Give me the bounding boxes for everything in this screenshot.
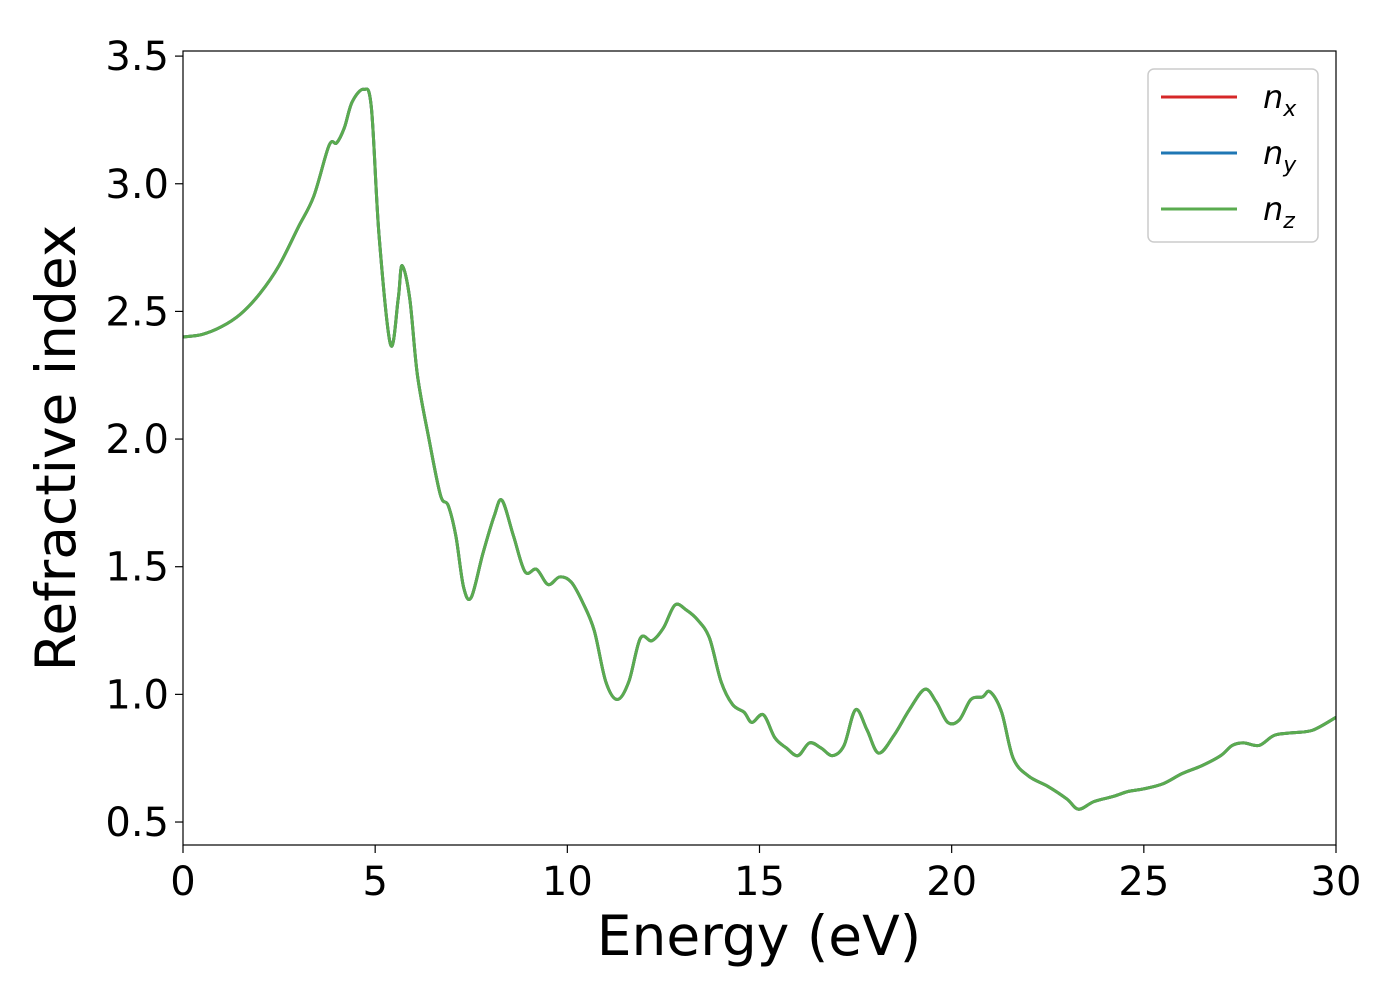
y-tick-label: 3.0: [105, 162, 169, 208]
legend-box: [1147, 68, 1319, 243]
plot-area: [183, 87, 1336, 811]
legend-label-n-z: nz: [1263, 190, 1295, 234]
y-axis-label: Refractive index: [24, 225, 88, 672]
x-tick-label: 10: [542, 859, 593, 905]
y-tick-label: 2.0: [105, 417, 169, 463]
y-tick-label: 3.5: [105, 34, 169, 80]
series-lines: [183, 87, 1336, 811]
legend-label-n-y: ny: [1263, 134, 1297, 178]
legend: nx ny nz: [1147, 68, 1319, 243]
y-tick-label: 1.5: [105, 545, 169, 591]
x-tick-label: 20: [926, 859, 977, 905]
x-tick-label: 25: [1118, 859, 1169, 905]
x-tick-label: 0: [170, 859, 195, 905]
legend-label-n-x: nx: [1263, 78, 1297, 122]
x-axis-label: Energy (eV): [597, 904, 921, 968]
x-tick-label: 30: [1311, 859, 1362, 905]
y-tick-label: 2.5: [105, 289, 169, 335]
x-tick-label: 15: [734, 859, 785, 905]
y-tick-label: 1.0: [105, 672, 169, 718]
axes: 0 5 10 15 20 25 30 0.5 1.0 1.5 2.0 2.5 3.0 3.5: [105, 34, 1361, 905]
x-tick-label: 5: [362, 859, 387, 905]
y-tick-label: 0.5: [105, 800, 169, 846]
series-line-n-z: [183, 87, 1336, 811]
